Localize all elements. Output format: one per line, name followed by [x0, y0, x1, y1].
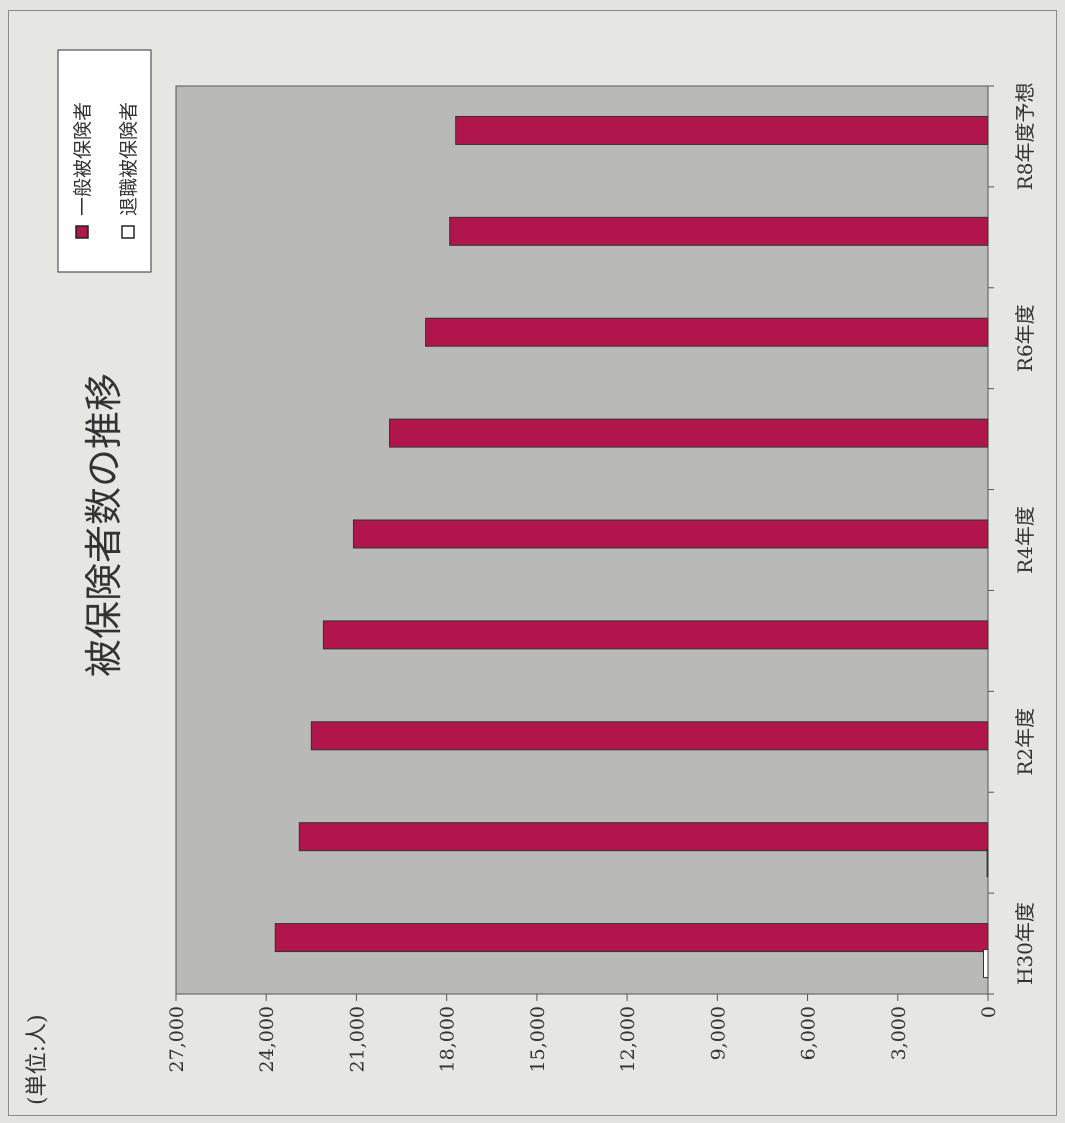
bar-general: [310, 721, 989, 751]
value-tick-label: 27,000: [166, 1006, 188, 1072]
category-label: R6年度: [1013, 304, 1037, 372]
value-tick-label: 3,000: [888, 1006, 910, 1060]
value-tick-label: 18,000: [437, 1006, 459, 1072]
bar-general: [449, 216, 989, 246]
value-tick-label: 24,000: [256, 1006, 278, 1072]
bar-general: [455, 115, 989, 145]
legend-label: 退職被保険者: [118, 102, 140, 216]
value-tick-label: 21,000: [346, 1006, 368, 1072]
bar-general: [425, 317, 989, 347]
value-tick-label: 6,000: [798, 1006, 820, 1060]
category-label: H30年度: [1013, 902, 1037, 985]
bar-retired: [982, 949, 989, 979]
chart-title: 被保険者数の推移: [82, 373, 126, 677]
legend-box: [57, 49, 152, 273]
bar-general: [298, 822, 989, 852]
bar-general: [389, 418, 989, 448]
value-tick-label: 15,000: [527, 1006, 549, 1072]
value-tick-label: 0: [978, 1006, 1000, 1018]
unit-label: (単位:人): [25, 1014, 50, 1105]
value-tick-label: 9,000: [707, 1006, 729, 1060]
legend-swatch: [121, 225, 135, 239]
bar-retired: [986, 848, 989, 878]
legend-swatch: [75, 225, 89, 239]
legend-label: 一般被保険者: [72, 102, 94, 216]
category-label: R8年度予想: [1013, 83, 1037, 191]
value-tick-label: 12,000: [617, 1006, 639, 1072]
bar-general: [352, 519, 989, 549]
bar-general: [322, 620, 989, 650]
category-label: R4年度: [1013, 506, 1037, 574]
category-label: R2年度: [1013, 708, 1037, 776]
bar-general: [274, 923, 989, 953]
